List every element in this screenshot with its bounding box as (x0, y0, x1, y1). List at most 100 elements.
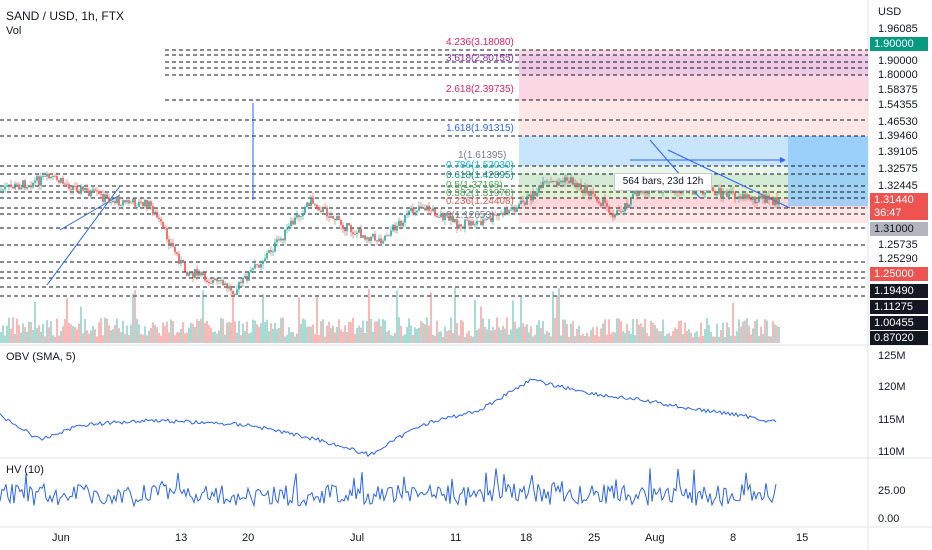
candle-body (594, 193, 596, 197)
candle-body (540, 185, 542, 189)
candle-body (636, 190, 638, 196)
candle-body (484, 219, 486, 221)
volume-bar (470, 335, 472, 343)
candle-body (178, 253, 180, 264)
volume-bar (42, 323, 44, 343)
volume-bar (20, 332, 22, 343)
volume-bar (370, 318, 372, 343)
candle-body (446, 212, 448, 216)
volume-bar (192, 323, 194, 343)
candle-body (768, 195, 770, 200)
volume-bar (70, 324, 72, 343)
volume-bar (556, 295, 558, 343)
hv-label[interactable]: HV (10) (6, 464, 44, 476)
candle-body (718, 188, 720, 194)
fib-label: 0.236(1.24408) (446, 196, 514, 207)
volume-bar (632, 319, 634, 343)
volume-bar (574, 336, 576, 343)
candle-body (220, 280, 222, 281)
volume-bar (244, 330, 246, 343)
candle-body (544, 181, 546, 183)
candle-body (60, 177, 62, 183)
volume-bar (654, 324, 656, 343)
volume-bar (600, 328, 602, 343)
candle-body (384, 235, 386, 241)
volume-bar (638, 324, 640, 343)
candle-body (770, 198, 772, 200)
candle-body (590, 191, 592, 196)
volume-bar (408, 318, 410, 343)
volume-bar (286, 335, 288, 343)
obv-label[interactable]: OBV (SMA, 5) (6, 351, 76, 363)
volume-bar (648, 336, 650, 343)
volume-bar (384, 320, 386, 343)
candle-body (116, 196, 118, 204)
volume-bar (706, 317, 708, 343)
candle-body (726, 191, 728, 197)
candle-body (320, 210, 322, 212)
volume-bar (480, 306, 482, 343)
volume-bar (18, 324, 20, 343)
volume-bar (362, 320, 364, 343)
candle-body (70, 188, 72, 190)
price-tick: 1.90000 (878, 55, 918, 67)
volume-bar (482, 318, 484, 343)
candle-body (522, 200, 524, 203)
fib-label: 0(1.12653) (446, 210, 495, 221)
candle-body (226, 283, 228, 289)
volume-bar (698, 336, 700, 343)
volume-bar (674, 327, 676, 343)
volume-bar (146, 335, 148, 343)
candle-body (168, 239, 170, 245)
volume-bar (284, 336, 286, 343)
volume-bar (56, 318, 58, 343)
candle-body (674, 190, 676, 194)
volume-bar (248, 333, 250, 343)
volume-bar (508, 334, 510, 343)
volume-bar (778, 326, 780, 343)
volume-bar (238, 320, 240, 343)
volume-bar (436, 320, 438, 343)
volume-bar (202, 290, 204, 343)
fib-label: 4.236(3.18080) (446, 37, 514, 48)
candle-body (476, 220, 478, 225)
volume-bar (580, 335, 582, 343)
candle-body (348, 223, 350, 226)
volume-bar (382, 319, 384, 343)
candle-body (248, 272, 250, 281)
candle-body (524, 202, 526, 205)
volume-bar (744, 320, 746, 343)
volume-bar (756, 319, 758, 343)
volume-bar (598, 336, 600, 343)
candle-body (362, 235, 364, 238)
candle-body (112, 200, 114, 203)
volume-bar (216, 333, 218, 343)
candle-body (272, 251, 274, 253)
volume-bar (300, 323, 302, 343)
candle-body (234, 293, 236, 295)
volume-bar (772, 321, 774, 343)
candle-body (406, 213, 408, 215)
price-tick: 1.58375 (878, 84, 918, 96)
candle-body (140, 201, 142, 203)
candle-body (584, 185, 586, 194)
fib-label: 3.618(2.80155) (446, 53, 514, 64)
volume-bar (732, 302, 734, 343)
candle-body (332, 215, 334, 219)
volume-bar (760, 326, 762, 343)
volume-bar (84, 318, 86, 343)
volume-bar (366, 320, 368, 343)
fib-label: 0.618(1.42895) (446, 170, 514, 181)
volume-bar (128, 335, 130, 343)
volume-bar (278, 328, 280, 343)
symbol-title[interactable]: SAND / USD, 1h, FTX (6, 9, 125, 23)
candle-body (408, 210, 410, 214)
volume-bar (30, 322, 32, 343)
hv-tick: 0.00 (878, 513, 900, 525)
volume-bar (594, 335, 596, 343)
candle-body (502, 213, 504, 216)
volume-bar (734, 335, 736, 343)
volume-bar (386, 331, 388, 343)
candle-body (26, 186, 28, 189)
